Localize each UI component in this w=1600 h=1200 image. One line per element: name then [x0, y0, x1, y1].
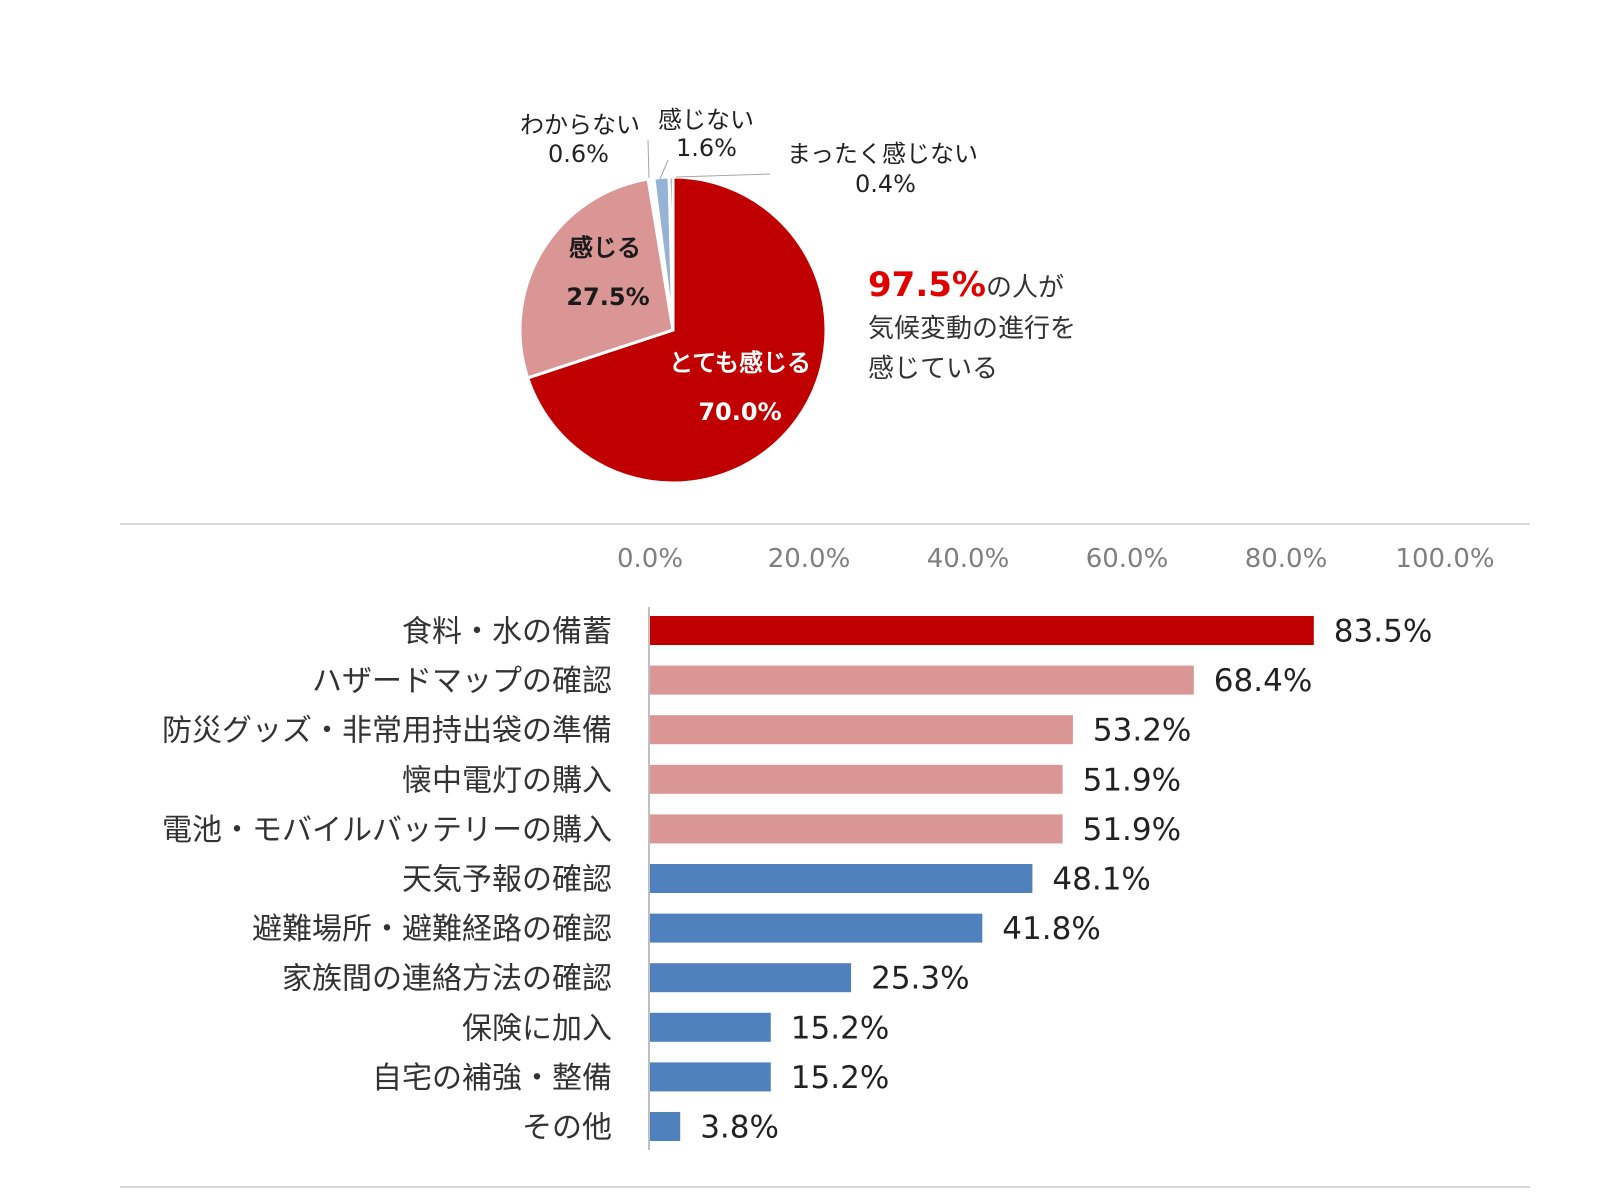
x-tick-label: 100.0% [1395, 544, 1494, 574]
category-label: ハザードマップの確認 [312, 664, 612, 699]
callout-line-1: 97.5%の人が [868, 265, 1064, 305]
category-label: 天気予報の確認 [402, 863, 612, 898]
bar [650, 913, 983, 943]
pie-value-wakaranai: 0.6% [548, 140, 609, 168]
callout-highlight: 97.5% [868, 265, 986, 305]
x-tick-label: 0.0% [617, 544, 683, 574]
bar-chart: 0.0% 20.0% 40.0% 60.0% 80.0% 100.0% 食料・水の備蓄 83… [162, 544, 1495, 1150]
category-label: 食料・水の備蓄 [402, 615, 612, 650]
pie-labels: わからない 0.6% 感じない 1.6% まったく感じない 0.4% 感じる 2… [520, 106, 978, 426]
category-label: 家族間の連絡方法の確認 [282, 962, 612, 997]
bar-value-label: 83.5% [1334, 614, 1432, 650]
callout-text-1: の人が [986, 273, 1064, 303]
bar [650, 665, 1194, 695]
pie-label-wakaranai: わからない [520, 111, 640, 139]
category-label: 懐中電灯の購入 [402, 763, 612, 798]
pie-value-kanjinai: 1.6% [676, 134, 737, 162]
category-label: 保険に加入 [462, 1011, 612, 1046]
pie-label-kanjiru: 感じる [569, 234, 641, 262]
bar [650, 764, 1063, 794]
pie-slice-1 [518, 177, 675, 380]
pie-leader-line-2 [675, 173, 771, 178]
bar [650, 715, 1073, 745]
bar-value-label: 41.8% [1002, 911, 1100, 947]
pie-label-totemo: とても感じる [669, 349, 811, 377]
bars: 食料・水の備蓄 83.5% ハザードマップの確認 68.4% 防災グッズ・非常用持出袋の… [162, 614, 1432, 1146]
category-label: 電池・モバイルバッテリーの購入 [162, 813, 612, 848]
bar [650, 963, 852, 993]
bar-value-label: 15.2% [791, 1010, 889, 1046]
x-tick-label: 40.0% [927, 544, 1010, 574]
category-label: 自宅の補強・整備 [372, 1061, 612, 1096]
pie-leader-line-0 [647, 139, 650, 179]
bar-value-label: 68.4% [1214, 663, 1312, 699]
bar-value-label: 48.1% [1052, 862, 1150, 898]
bar-value-label: 51.9% [1083, 762, 1181, 798]
bar-value-label: 53.2% [1093, 713, 1191, 749]
x-axis-ticks: 0.0% 20.0% 40.0% 60.0% 80.0% 100.0% [617, 544, 1495, 574]
x-tick-label: 80.0% [1245, 544, 1328, 574]
pie-slice-0 [525, 175, 828, 485]
pie-value-kanjiru: 27.5% [566, 283, 649, 311]
category-label: 防災グッズ・非常用持出袋の準備 [162, 714, 612, 749]
pie-label-mattaku: まったく感じない [787, 140, 978, 168]
x-tick-label: 60.0% [1086, 544, 1169, 574]
pie-value-mattaku: 0.4% [855, 170, 916, 198]
category-label: その他 [522, 1111, 612, 1146]
x-tick-label: 20.0% [768, 544, 851, 574]
pie-slice-4 [667, 175, 675, 331]
bar [650, 1062, 771, 1092]
bar [650, 1012, 771, 1042]
bar [650, 1112, 681, 1141]
bar-value-label: 3.8% [700, 1110, 779, 1146]
pie-leader-line-1 [659, 159, 669, 180]
bar [650, 814, 1063, 844]
pie-value-totemo: 70.0% [698, 398, 781, 426]
callout-line-2: 気候変動の進行を [868, 314, 1076, 344]
bar-value-label: 15.2% [791, 1060, 889, 1096]
pie-label-kanjinai: 感じない [658, 106, 754, 134]
callout-text: 97.5%の人が 気候変動の進行を 感じている [868, 265, 1076, 384]
pie-chart [518, 139, 828, 485]
bar [650, 864, 1033, 893]
category-label: 避難場所・避難経路の確認 [252, 912, 612, 947]
bar-value-label: 51.9% [1083, 812, 1181, 848]
bar [650, 616, 1314, 645]
bar-value-label: 25.3% [871, 961, 969, 997]
callout-line-3: 感じている [868, 354, 998, 384]
